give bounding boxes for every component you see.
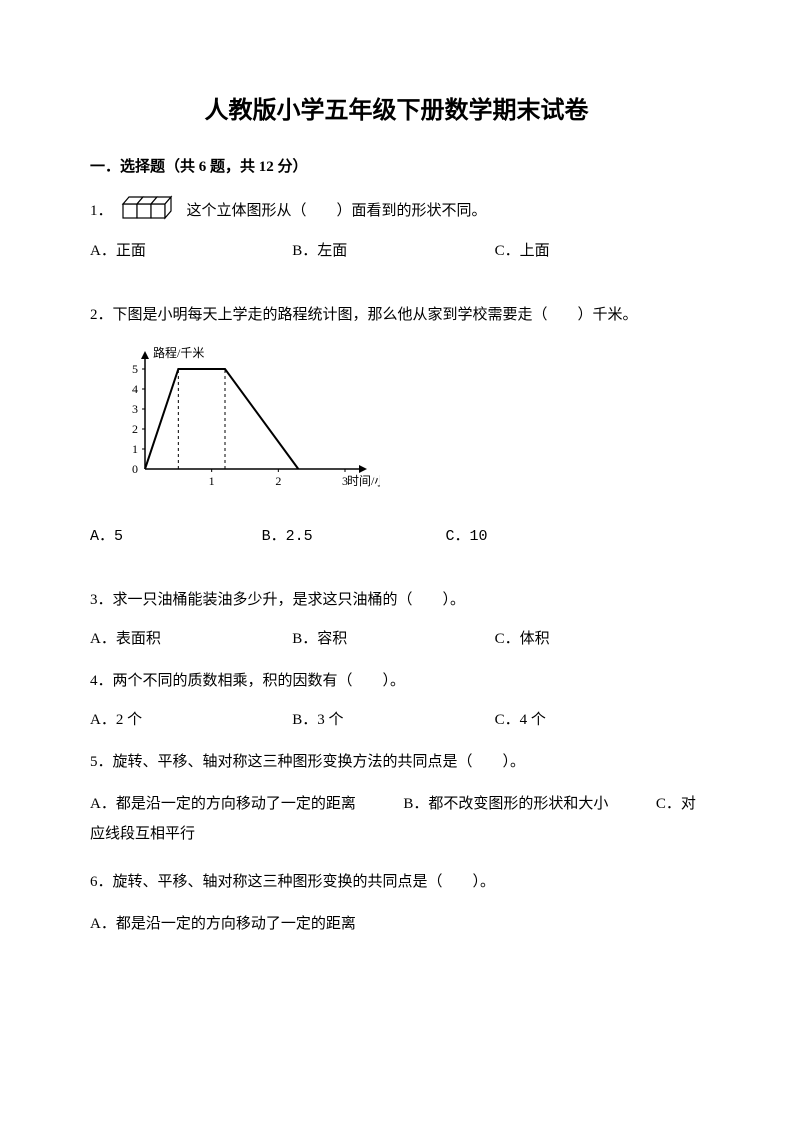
svg-text:1: 1 — [209, 474, 215, 488]
q5-option-b: B．都不改变图形的形状和大小 — [403, 796, 608, 812]
q6-option-a: A．都是沿一定的方向移动了一定的距离 — [90, 916, 356, 932]
svg-text:2: 2 — [132, 422, 138, 436]
q3-options: A．表面积 B．容积 C．体积 — [90, 627, 703, 648]
svg-text:5: 5 — [132, 362, 138, 376]
q1-option-b: B．左面 — [292, 239, 494, 260]
svg-text:路程/千米: 路程/千米 — [153, 345, 204, 360]
question-1: 1． 这个立体图形从（ ）面看到的形状不同。 — [90, 194, 703, 225]
q1-option-a: A．正面 — [90, 239, 292, 260]
question-5: 5．旋转、平移、轴对称这三种图形变换方法的共同点是（ ）。 — [90, 747, 703, 777]
svg-text:4: 4 — [132, 382, 138, 396]
q1-num: 1． — [90, 199, 113, 220]
svg-text:3: 3 — [132, 402, 138, 416]
q1-text: 这个立体图形从（ ）面看到的形状不同。 — [187, 199, 487, 220]
svg-text:1: 1 — [132, 442, 138, 456]
q3-option-c: C．体积 — [495, 627, 697, 648]
q3-option-b: B．容积 — [292, 627, 494, 648]
question-3: 3．求一只油桶能装油多少升，是求这只油桶的（ ）。 — [90, 585, 703, 615]
question-2: 2．下图是小明每天上学走的路程统计图，那么他从家到学校需要走（ ）千米。 — [90, 300, 703, 330]
cube-figure-icon — [121, 194, 179, 225]
q3-option-a: A．表面积 — [90, 627, 292, 648]
q5-options: A．都是沿一定的方向移动了一定的距离 B．都不改变图形的形状和大小 C．对应线段… — [90, 789, 703, 849]
question-4: 4．两个不同的质数相乘，积的因数有（ ）。 — [90, 666, 703, 696]
q2-options: A．5 B．2.5 C．10 — [90, 524, 703, 545]
q2-option-c: C．10 — [446, 524, 648, 545]
svg-text:0: 0 — [132, 462, 138, 476]
q5-option-a: A．都是沿一定的方向移动了一定的距离 — [90, 796, 356, 812]
q1-option-c: C．上面 — [495, 239, 697, 260]
q2-option-a: A．5 — [90, 524, 262, 545]
q4-option-a: A．2 个 — [90, 708, 292, 729]
page-title: 人教版小学五年级下册数学期末试卷 — [90, 90, 703, 125]
question-6: 6．旋转、平移、轴对称这三种图形变换的共同点是（ ）。 — [90, 867, 703, 897]
q4-options: A．2 个 B．3 个 C．4 个 — [90, 708, 703, 729]
q4-option-b: B．3 个 — [292, 708, 494, 729]
q1-options: A．正面 B．左面 C．上面 — [90, 239, 703, 260]
q2-chart: 012345123路程/千米时间/小时 — [110, 344, 703, 499]
q4-option-c: C．4 个 — [495, 708, 697, 729]
q2-option-b: B．2.5 — [262, 524, 446, 545]
q6-options: A．都是沿一定的方向移动了一定的距离 — [90, 909, 703, 939]
svg-text:时间/小时: 时间/小时 — [347, 474, 380, 488]
svg-text:2: 2 — [275, 474, 281, 488]
section-header: 一．选择题（共 6 题，共 12 分） — [90, 155, 703, 176]
